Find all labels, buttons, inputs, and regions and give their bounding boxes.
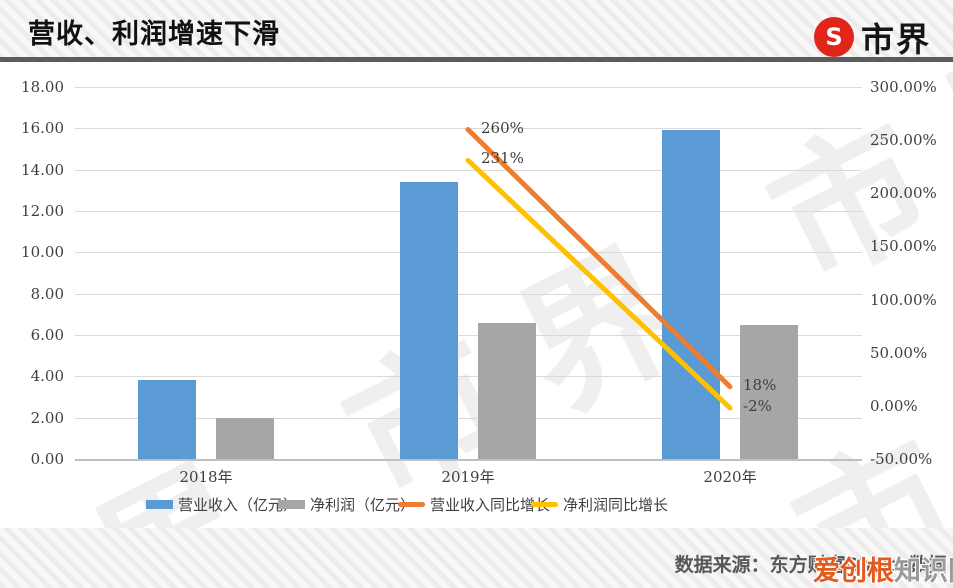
right-axis-tick: 250.00% xyxy=(870,131,937,150)
gridline xyxy=(75,459,862,461)
legend-swatch xyxy=(531,501,558,507)
header-bar: 营收、利润增速下滑 S 市界 xyxy=(0,0,953,58)
left-axis-tick: 14.00 xyxy=(21,160,64,179)
line-point-label: 260% xyxy=(481,118,524,137)
header-separator xyxy=(0,57,953,62)
bar-net-profit xyxy=(478,322,536,459)
gridline xyxy=(75,128,862,130)
line-point-label: 18% xyxy=(743,375,777,394)
left-axis-tick: 2.00 xyxy=(30,408,64,427)
page-title: 营收、利润增速下滑 xyxy=(28,19,280,49)
gridline xyxy=(75,417,862,419)
gridline xyxy=(75,211,862,212)
gridline xyxy=(75,87,862,88)
bar-net-profit xyxy=(740,324,798,459)
left-axis-tick: 8.00 xyxy=(30,284,64,303)
left-axis-tick: 0.00 xyxy=(30,450,64,468)
right-axis-tick: 300.00% xyxy=(870,78,937,96)
legend-item: 营业收入（亿元） xyxy=(146,495,299,514)
legend-label: 营业收入同比增长 xyxy=(430,496,551,514)
brand-logo: S 市界 xyxy=(814,13,931,61)
left-axis-tick: 10.00 xyxy=(21,243,64,262)
site-watermark: 爱创根知识网 xyxy=(813,549,953,588)
x-axis-label: 2018年 xyxy=(179,468,233,486)
line-point-label: -2% xyxy=(743,396,772,415)
left-axis-tick: 12.00 xyxy=(21,202,64,220)
right-axis-tick: 100.00% xyxy=(870,290,937,309)
x-axis-label: 2020年 xyxy=(703,468,757,486)
legend-swatch xyxy=(278,499,305,509)
gridline xyxy=(75,293,862,295)
legend-item: 净利润（亿元） xyxy=(278,495,416,514)
bar-revenue xyxy=(138,380,196,459)
gridline xyxy=(75,252,862,254)
site-watermark-gray: 知识网 xyxy=(894,556,953,586)
legend-swatch xyxy=(398,501,425,507)
right-axis-tick: -50.00% xyxy=(870,450,933,468)
site-watermark-red: 爱创根 xyxy=(813,556,894,586)
right-axis-tick: 200.00% xyxy=(870,184,937,203)
bar-net-profit xyxy=(216,417,274,459)
left-axis-tick: 4.00 xyxy=(30,367,64,386)
right-axis-tick: 50.00% xyxy=(870,343,928,362)
right-axis-tick: 150.00% xyxy=(870,237,937,256)
legend-label: 净利润同比增长 xyxy=(563,496,669,514)
x-axis-label: 2019年 xyxy=(441,468,495,486)
legend-item: 净利润同比增长 xyxy=(531,495,669,514)
brand-logo-text: 市界 xyxy=(861,21,931,58)
legend-label: 净利润（亿元） xyxy=(310,496,416,514)
legend-swatch xyxy=(146,499,173,509)
legend-item: 营业收入同比增长 xyxy=(398,495,551,514)
line-point-label: 231% xyxy=(481,149,524,168)
chart-panel: 市界 市界 市界 市界 市界 市界 市界 市界 260%18%231%-2% 1… xyxy=(0,62,953,528)
left-axis-tick: 18.00 xyxy=(21,78,64,96)
left-axis-tick: 16.00 xyxy=(21,119,64,138)
right-axis-tick: 0.00% xyxy=(870,396,918,415)
legend-label: 营业收入（亿元） xyxy=(178,496,299,514)
left-axis-tick: 6.00 xyxy=(30,326,64,344)
gridline xyxy=(75,169,862,171)
footer-bar: 数据来源：东方财富Choice数据 xyxy=(0,528,953,588)
bar-revenue xyxy=(662,130,720,459)
data-source-caption: 数据来源：东方财富Choice数据 xyxy=(674,555,947,576)
brand-logo-icon: S xyxy=(814,17,854,57)
bar-revenue xyxy=(400,182,458,459)
